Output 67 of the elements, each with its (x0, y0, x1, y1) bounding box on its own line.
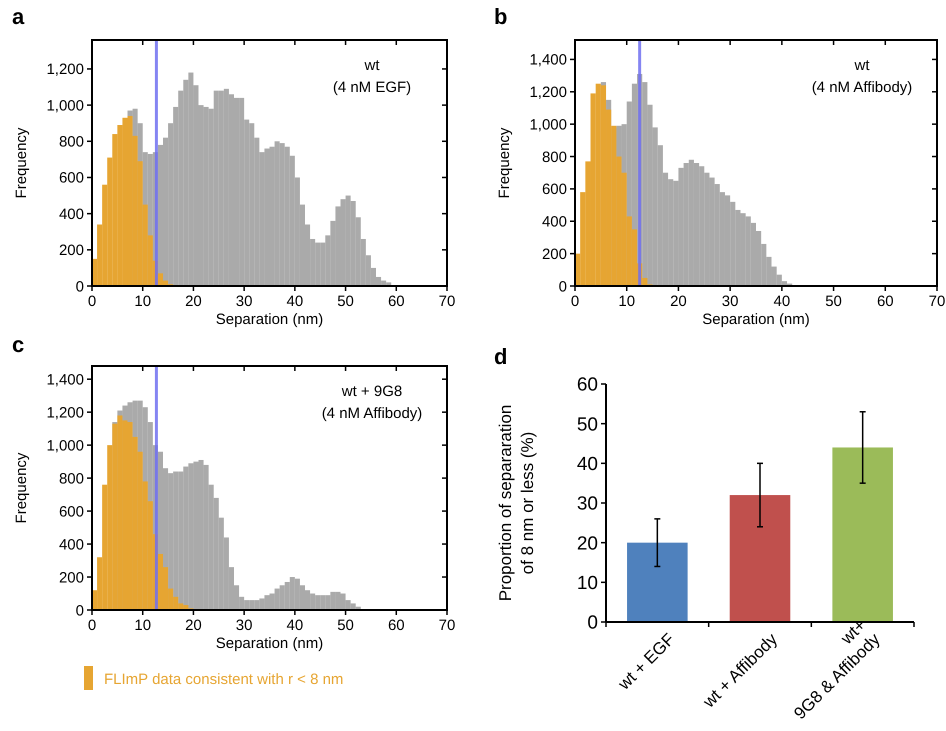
chart-title: c (12, 332, 24, 357)
x-axis-title: Separation (nm) (702, 311, 810, 328)
y-tick-label: 60 (576, 374, 598, 396)
y-tick-label: 30 (576, 494, 598, 515)
x-tick-label: 0 (88, 617, 96, 634)
chart-title: b (494, 4, 508, 29)
x-tick-label: 40 (286, 293, 304, 310)
chart-title: a (12, 4, 25, 29)
x-tick-label: 60 (388, 617, 405, 634)
y-tick-label: 1,400 (46, 371, 84, 388)
x-tick-label: 20 (185, 617, 202, 634)
chart-title: d (494, 344, 508, 369)
y-tick-label: 400 (542, 214, 567, 231)
x-tick-label: 70 (438, 293, 456, 310)
x-tick-label: 10 (134, 617, 152, 634)
y-tick-label: 1,400 (529, 52, 567, 69)
annotation: wt + 9G8 (4 nM Affibody) (322, 383, 422, 422)
x-tick-label: 50 (825, 293, 842, 310)
y-axis-title: Proportion of separaration of 8 nm or less (%) (496, 404, 537, 602)
y-axis-title: Frequency (13, 452, 30, 524)
x-tick-label: 20 (185, 293, 202, 310)
y-tick-label: 1,000 (46, 97, 84, 114)
y-tick-label: 20 (576, 533, 598, 554)
y-tick-label: 0 (76, 278, 84, 296)
y-tick-label: 1,200 (46, 404, 84, 422)
y-tick-label: 200 (542, 246, 567, 263)
y-tick-label: 800 (542, 148, 567, 166)
y-tick-label: 600 (58, 170, 84, 187)
x-tick-label: 30 (236, 617, 252, 634)
x-tick-label: 40 (286, 617, 304, 634)
y-tick-label: 50 (576, 414, 598, 436)
x-tick-label: 50 (337, 293, 354, 310)
y-tick-label: 1,200 (529, 84, 567, 102)
x-tick-label: 70 (928, 293, 946, 310)
annotation: wt (4 nM Affibody) (812, 57, 912, 96)
x-tick-label: 10 (134, 293, 152, 310)
y-tick-label: 600 (58, 503, 84, 520)
y-tick-label: 400 (58, 536, 84, 554)
y-axis-title: Frequency (496, 127, 513, 198)
x-tick-label: 40 (774, 293, 790, 310)
y-tick-label: 0 (558, 278, 567, 296)
y-tick-label: 10 (576, 572, 598, 594)
x-tick-label: 30 (236, 293, 252, 310)
y-tick-label: 400 (58, 206, 84, 223)
x-tick-label: 50 (337, 617, 354, 634)
x-tick-label: 60 (388, 293, 405, 310)
y-tick-label: 1,000 (46, 437, 84, 454)
y-tick-label: 600 (542, 181, 567, 198)
legend-label: FLImP data consistent with r < 8 nm (104, 671, 344, 688)
x-axis-title: Separation (nm) (216, 311, 324, 328)
x-tick-label: 30 (722, 293, 738, 310)
x-tick-label: 10 (618, 293, 636, 310)
y-tick-label: 1,000 (529, 116, 567, 134)
x-axis-title: Separation (nm) (216, 635, 324, 652)
annotation: wt (4 nM EGF) (332, 57, 412, 96)
x-tick-label: 0 (88, 293, 96, 310)
y-tick-label: 200 (58, 569, 84, 586)
y-tick-label: 200 (58, 242, 84, 260)
y-tick-label: 0 (76, 602, 84, 620)
y-tick-label: 40 (576, 454, 598, 475)
x-tick-label: 70 (438, 617, 456, 634)
x-tick-label: 60 (876, 293, 894, 310)
y-tick-label: 800 (58, 470, 84, 488)
y-axis-title: Frequency (13, 127, 30, 198)
y-tick-label: 800 (58, 134, 84, 151)
y-tick-label: 1,200 (46, 61, 84, 78)
x-tick-label: 20 (670, 293, 687, 310)
